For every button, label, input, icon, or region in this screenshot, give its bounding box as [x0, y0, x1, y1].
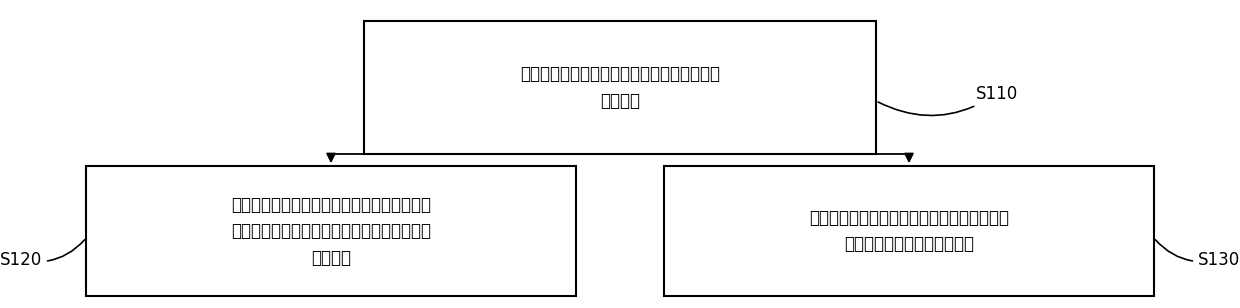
Text: S130: S130 [1156, 240, 1240, 269]
FancyBboxPatch shape [665, 166, 1153, 296]
FancyBboxPatch shape [365, 21, 875, 154]
Text: 获取室外环境温度、内机的出风温度和外机的
模块高压: 获取室外环境温度、内机的出风温度和外机的 模块高压 [520, 65, 720, 110]
Text: 当外机的模块高压位于预设的高压目标范围内
时，根据室外环境温度和内机的出风温度得到
检测结果: 当外机的模块高压位于预设的高压目标范围内 时，根据室外环境温度和内机的出风温度得… [231, 196, 432, 266]
Text: S110: S110 [878, 84, 1018, 116]
Text: 当外机的模块高压小于预设的高压目标范围的
最小值时，则检测结果为缺氟: 当外机的模块高压小于预设的高压目标范围的 最小值时，则检测结果为缺氟 [808, 209, 1009, 253]
FancyBboxPatch shape [87, 166, 575, 296]
Text: S120: S120 [0, 240, 84, 269]
